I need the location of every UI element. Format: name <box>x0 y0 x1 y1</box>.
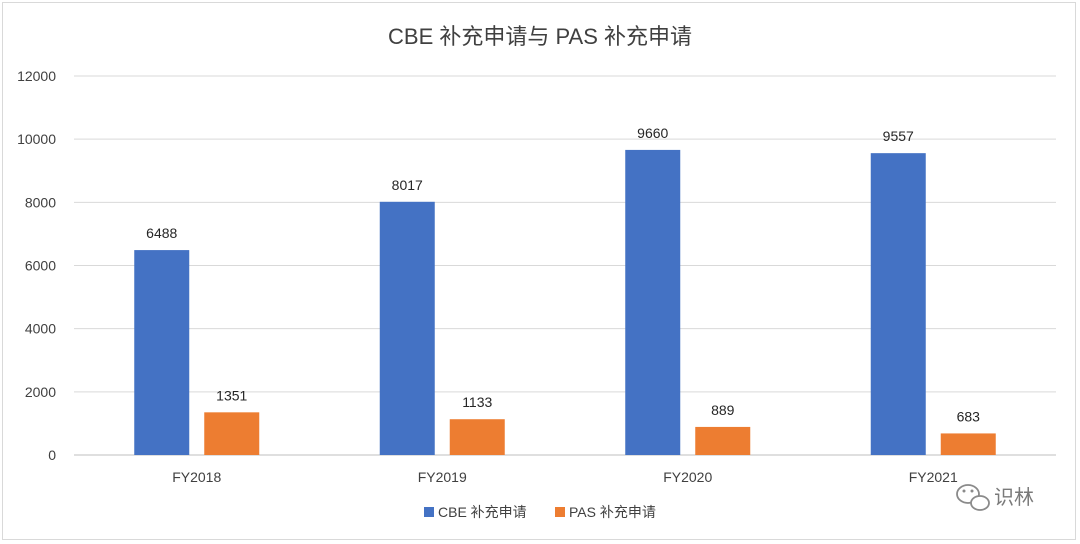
x-tick-label: FY2018 <box>172 469 221 485</box>
bar-pas-fy2020 <box>695 426 751 455</box>
bar-pas-fy2021 <box>940 433 996 455</box>
data-label: 9660 <box>637 125 668 141</box>
data-labels: 6488 1351 8017 1133 9660 889 9557 683 <box>146 125 980 425</box>
y-tick-label: 2000 <box>25 384 56 400</box>
legend-label: CBE 补充申请 <box>438 504 527 520</box>
chart-title: CBE 补充申请与 PAS 补充申请 <box>388 24 692 49</box>
bar-pas-fy2018 <box>204 412 260 455</box>
legend-swatch <box>555 507 565 517</box>
y-axis-ticks: 0 2000 4000 6000 8000 10000 12000 <box>17 68 56 463</box>
watermark: 识林 <box>956 484 1034 511</box>
watermark-text: 识林 <box>994 486 1034 509</box>
legend-swatch <box>424 507 434 517</box>
wechat-icon <box>956 484 990 511</box>
y-tick-label: 10000 <box>17 131 56 147</box>
x-axis-ticks: FY2018 FY2019 FY2020 FY2021 <box>172 469 958 485</box>
data-label: 889 <box>711 402 735 418</box>
x-tick-label: FY2020 <box>663 469 712 485</box>
x-tick-label: FY2019 <box>418 469 467 485</box>
legend-label: PAS 补充申请 <box>569 504 656 520</box>
y-tick-label: 0 <box>48 447 56 463</box>
data-label: 9557 <box>883 128 914 144</box>
data-label: 1133 <box>462 394 492 410</box>
y-tick-label: 6000 <box>25 258 56 274</box>
bar-cbe-fy2021 <box>870 153 926 455</box>
data-label: 683 <box>957 408 981 424</box>
data-label: 8017 <box>392 177 423 193</box>
y-tick-label: 8000 <box>25 194 56 210</box>
bar-cbe-fy2019 <box>379 201 435 455</box>
bar-cbe-fy2020 <box>625 149 681 455</box>
y-tick-label: 12000 <box>17 68 56 84</box>
bar-cbe-fy2018 <box>134 250 190 455</box>
legend-item: CBE 补充申请 <box>424 504 527 520</box>
x-tick-label: FY2021 <box>909 469 958 485</box>
legend-item: PAS 补充申请 <box>555 504 656 520</box>
y-tick-label: 4000 <box>25 321 56 337</box>
bar-pas-fy2019 <box>449 419 505 455</box>
legend: CBE 补充申请 PAS 补充申请 <box>424 504 656 520</box>
data-label: 1351 <box>216 387 247 403</box>
bars <box>134 149 996 455</box>
data-label: 6488 <box>146 225 177 241</box>
